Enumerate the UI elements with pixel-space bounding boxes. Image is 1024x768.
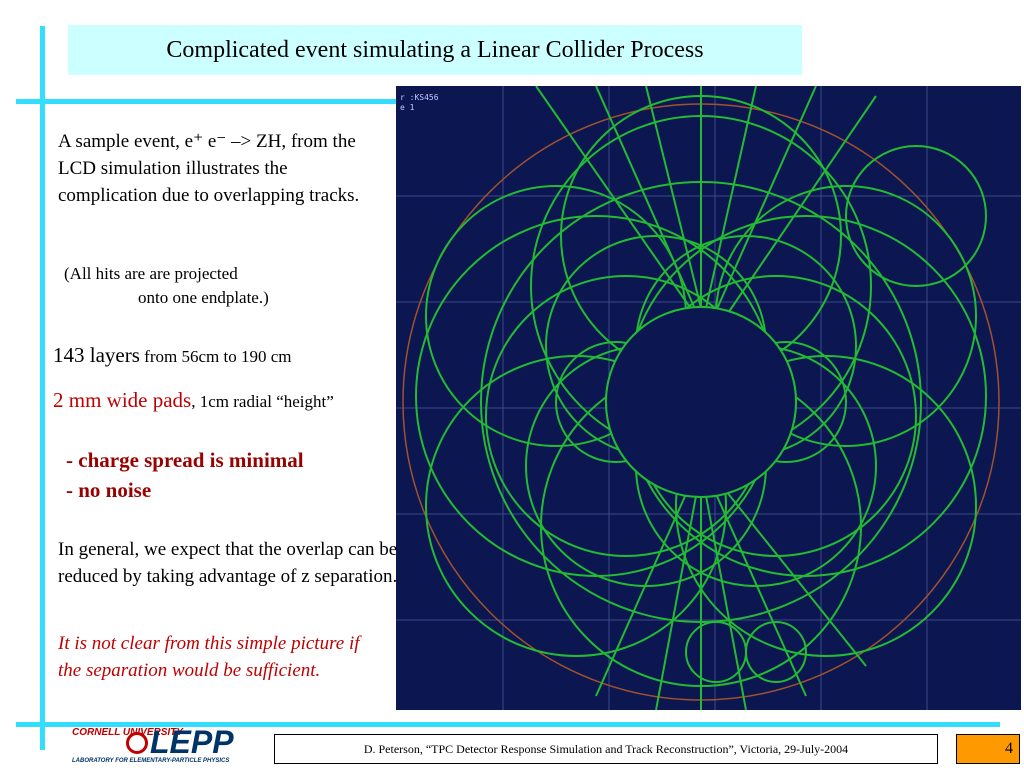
accent-bar-top (16, 99, 396, 104)
logo-ring-icon (126, 732, 148, 754)
projection-note-line1: (All hits are are projected (64, 264, 238, 283)
bullet-list: - charge spread is minimal - no noise (66, 445, 304, 505)
footer-citation: D. Peterson, “TPC Detector Response Simu… (274, 734, 938, 764)
layers-text: 143 layers from 56cm to 190 cm (53, 342, 291, 370)
page-number: 4 (956, 734, 1020, 764)
inner-boundary (605, 306, 797, 498)
pads-detail: , 1cm radial “height” (191, 392, 334, 411)
general-text: In general, we expect that the overlap c… (58, 539, 398, 587)
footer-citation-text: D. Peterson, “TPC Detector Response Simu… (363, 741, 849, 756)
bullet-charge-spread: - charge spread is minimal (66, 448, 304, 472)
bullet-no-noise: - no noise (66, 478, 152, 502)
caveat-text: It is not clear from this simple picture… (58, 633, 360, 681)
readout-line2: e 1 (400, 103, 415, 112)
cornell-university-label: CORNELL UNIVERSITY (72, 727, 183, 738)
layers-detail: from 56cm to 190 cm (139, 347, 292, 366)
event-display-figure: r :KS456 e 1 (396, 86, 1021, 710)
pads-main: 2 mm wide pads (53, 388, 192, 412)
page-number-text: 4 (1005, 740, 1013, 757)
lepp-wordmark: LEPP (150, 724, 234, 760)
lepp-subtitle: LABORATORY FOR ELEMENTARY-PARTICLE PHYSI… (72, 758, 230, 764)
accent-bar-bottom (16, 722, 1000, 727)
projection-note: (All hits are are projected onto one end… (64, 262, 269, 310)
sample-event-text: A sample event, e⁺ e⁻ –> ZH, from the LC… (58, 131, 360, 206)
event-display-svg: r :KS456 e 1 (396, 86, 1021, 710)
projection-note-line2: onto one endplate.) (138, 288, 269, 307)
lepp-logo: CORNELL UNIVERSITY LEPP LABORATORY FOR E… (70, 724, 250, 768)
slide-title: Complicated event simulating a Linear Co… (68, 25, 802, 75)
accent-bar-vertical (40, 26, 45, 750)
layers-main: 143 layers (53, 343, 140, 367)
readout-line1: r :KS456 (400, 93, 439, 102)
pads-text: 2 mm wide pads, 1cm radial “height” (53, 387, 334, 415)
slide-title-text: Complicated event simulating a Linear Co… (166, 36, 704, 63)
